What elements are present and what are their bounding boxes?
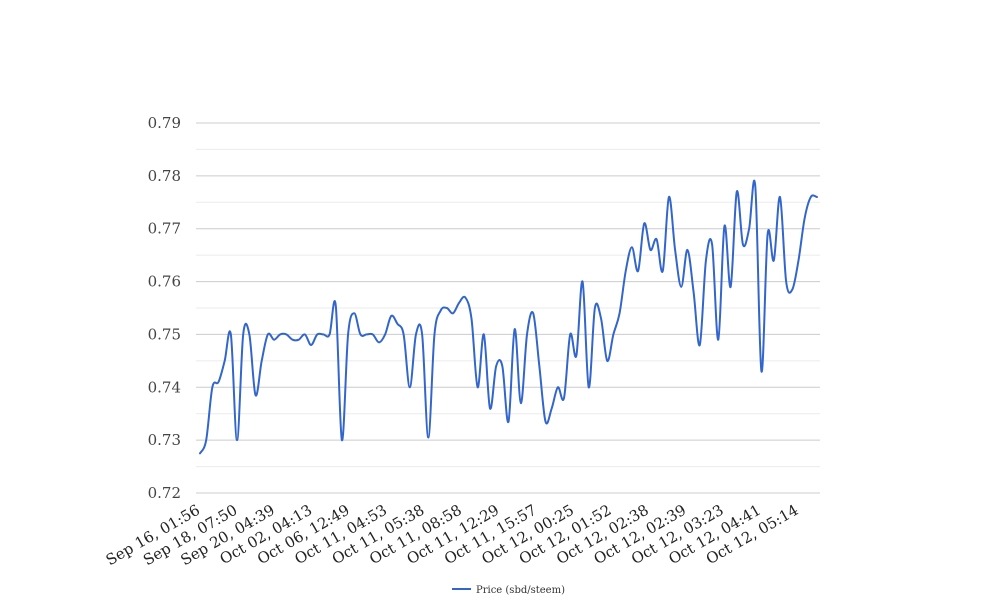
y-tick-label: 0.77: [148, 220, 181, 238]
legend[interactable]: Price (sbd/steem): [452, 585, 565, 596]
y-tick-label: 0.79: [148, 114, 181, 132]
y-tick-label: 0.72: [148, 484, 181, 502]
major-gridlines: [196, 122, 820, 494]
y-tick-label: 0.74: [148, 378, 181, 396]
y-tick-label: 0.73: [148, 431, 181, 449]
y-tick-label: 0.78: [148, 167, 181, 185]
legend-label-price: Price (sbd/steem): [476, 585, 565, 596]
series-line-price: [199, 179, 818, 455]
y-axis-tick-labels: 0.72 0.73 0.74 0.75 0.76 0.77 0.78 0.79: [148, 114, 181, 502]
y-tick-label: 0.76: [148, 273, 181, 291]
y-tick-label: 0.75: [148, 325, 181, 343]
minor-gridlines: [196, 148, 820, 468]
